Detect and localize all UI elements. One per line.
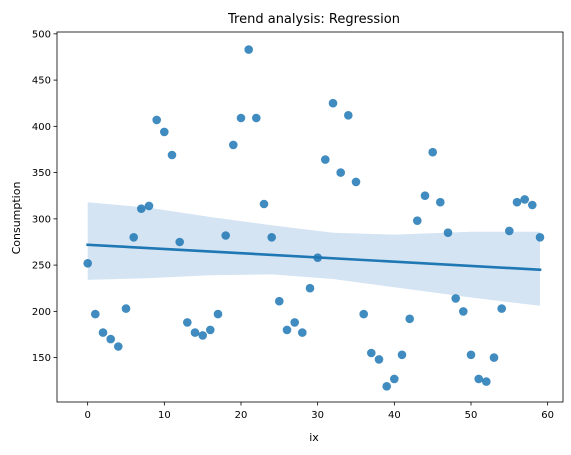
- data-point: [190, 328, 200, 337]
- data-point: [489, 353, 499, 362]
- data-point: [420, 191, 430, 200]
- data-point: [367, 348, 376, 358]
- data-point: [236, 113, 246, 123]
- data-point: [129, 233, 138, 242]
- data-point: [221, 231, 230, 240]
- y-tick-label: 450: [32, 76, 51, 87]
- data-point: [267, 233, 277, 242]
- data-point: [505, 226, 514, 236]
- chart-title: Trend analysis: Regression: [227, 12, 400, 27]
- data-point: [382, 382, 392, 391]
- data-point: [167, 150, 177, 160]
- data-point: [397, 350, 407, 360]
- data-point: [459, 307, 468, 316]
- x-tick-label: 40: [388, 410, 401, 421]
- x-tick-label: 60: [541, 410, 554, 421]
- data-point: [374, 355, 384, 364]
- data-point: [451, 294, 461, 303]
- data-points: [83, 45, 545, 391]
- data-point: [413, 216, 422, 225]
- data-point: [275, 296, 284, 306]
- data-point: [251, 113, 261, 123]
- data-point: [152, 115, 161, 125]
- data-point: [290, 318, 300, 327]
- data-point: [121, 304, 131, 313]
- data-point: [144, 201, 154, 211]
- x-tick-label: 30: [311, 410, 324, 421]
- data-point: [497, 304, 507, 313]
- data-point: [114, 342, 123, 351]
- data-point: [106, 334, 115, 344]
- confidence-band: [87, 202, 540, 306]
- data-point: [313, 253, 323, 262]
- y-tick-label: 350: [32, 168, 51, 179]
- data-point: [328, 98, 338, 108]
- data-point: [137, 204, 146, 213]
- x-axis-ticks: 0 10 20 30 40 50 60: [84, 402, 554, 421]
- data-point: [512, 197, 522, 207]
- data-point: [351, 177, 361, 187]
- data-point: [91, 309, 100, 319]
- data-point: [405, 314, 415, 324]
- plot-frame: [56, 31, 564, 403]
- data-point: [83, 259, 92, 268]
- data-point: [466, 350, 476, 360]
- y-tick-label: 150: [32, 353, 51, 364]
- data-point: [428, 147, 438, 157]
- data-point: [520, 195, 529, 204]
- data-point: [183, 318, 192, 327]
- data-point: [436, 197, 445, 207]
- data-point: [198, 331, 207, 340]
- data-point: [359, 309, 369, 319]
- data-point: [206, 325, 215, 335]
- x-tick-label: 10: [158, 410, 171, 421]
- data-point: [482, 377, 491, 386]
- y-tick-label: 500: [32, 29, 51, 40]
- data-point: [259, 199, 269, 209]
- data-point: [535, 233, 545, 242]
- data-point: [344, 111, 353, 120]
- y-tick-label: 300: [32, 214, 51, 225]
- data-point: [298, 328, 307, 337]
- data-point: [244, 45, 253, 54]
- data-point: [282, 325, 292, 335]
- y-axis-ticks: 150 200 250 300 350 400 450 500: [32, 29, 57, 364]
- data-point: [229, 140, 238, 150]
- data-point: [213, 309, 223, 319]
- data-point: [443, 228, 453, 237]
- data-point: [175, 237, 184, 247]
- data-point: [336, 168, 346, 177]
- x-axis-label: ix: [309, 431, 319, 444]
- data-point: [98, 328, 108, 337]
- data-point: [305, 283, 315, 293]
- data-point: [474, 374, 484, 384]
- y-tick-label: 250: [32, 261, 51, 272]
- confidence-band-area: [87, 202, 540, 306]
- x-tick-label: 20: [235, 410, 248, 421]
- x-tick-label: 0: [84, 410, 90, 421]
- y-tick-label: 200: [32, 307, 51, 318]
- x-tick-label: 50: [465, 410, 478, 421]
- data-point: [528, 200, 537, 210]
- data-point: [390, 374, 399, 384]
- data-point: [321, 155, 330, 164]
- y-tick-label: 400: [32, 122, 51, 133]
- data-point: [160, 127, 169, 137]
- y-axis-label: Consumption: [10, 182, 23, 255]
